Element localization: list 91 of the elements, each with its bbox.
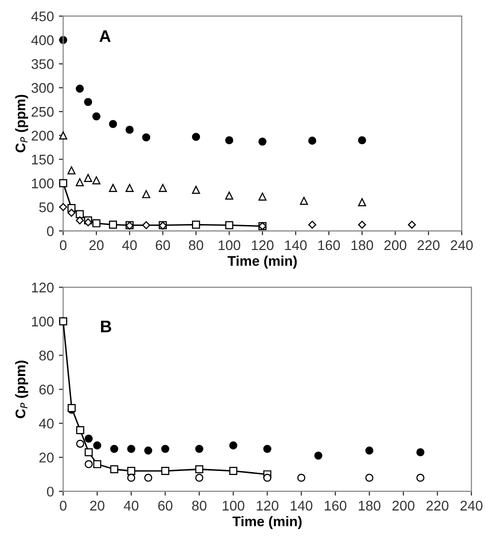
y-tick-label: 300: [32, 83, 54, 93]
y-tick-label: 60: [39, 384, 54, 394]
point: [126, 126, 134, 134]
y-tick-label: 200: [32, 130, 54, 141]
point: [84, 98, 92, 106]
point: [84, 434, 93, 443]
point: [92, 219, 100, 228]
x-tick-label: 120: [256, 500, 278, 511]
x-tick-label: 220: [418, 240, 440, 250]
point: [263, 444, 272, 453]
x-tick-label: 60: [158, 500, 172, 511]
point: [314, 452, 322, 460]
point: [229, 441, 238, 450]
point: [258, 192, 266, 201]
x-tick-label: 240: [460, 500, 482, 511]
x-tick-label: 0: [60, 500, 66, 511]
x-tick-label: 240: [450, 240, 473, 250]
point: [127, 444, 136, 453]
y-tick-label: 40: [39, 418, 54, 429]
x-tick-label: 40: [122, 240, 137, 250]
x-tick-label: 180: [358, 500, 380, 511]
y-tick-label: 0: [46, 486, 54, 497]
point: [76, 210, 84, 218]
x-tick-label: 120: [252, 240, 274, 250]
point: [93, 460, 102, 468]
y-tick-label: 400: [31, 35, 54, 46]
x-tick-label: 80: [192, 500, 206, 511]
point: [365, 446, 374, 455]
point: [144, 446, 152, 455]
y-tick-label: 450: [31, 11, 54, 22]
point: [225, 192, 234, 200]
point: [225, 221, 234, 230]
x-tick-label: 200: [392, 500, 414, 511]
x-tick-label: 180: [352, 240, 374, 250]
x-axis-title: Time (min): [232, 516, 302, 530]
point: [110, 444, 118, 453]
point: [108, 120, 118, 128]
x-tick-label: 0: [60, 240, 66, 250]
x-tick-label: 80: [188, 240, 204, 250]
point: [59, 131, 68, 140]
point: [225, 136, 234, 144]
x-axis-title: Time (min): [228, 256, 297, 269]
x-tick-label: 200: [384, 240, 406, 250]
y-tick-label: 50: [39, 202, 54, 212]
x-tick-label: 140: [290, 500, 312, 511]
x-tick-label: 160: [324, 500, 346, 511]
y-tick-label: 100: [32, 178, 54, 188]
point: [195, 465, 204, 474]
point: [229, 466, 238, 475]
x-tick-label: 140: [285, 240, 307, 250]
y-tick-label: 0: [46, 226, 54, 236]
point: [308, 136, 316, 145]
y-tick-label: 250: [32, 106, 54, 117]
x-tick-label: 100: [222, 500, 244, 511]
annotation: B: [101, 320, 112, 332]
annotation: A: [99, 30, 111, 42]
point: [161, 466, 170, 475]
y-axis-title: C$_{P}$ (ppm): [15, 94, 28, 152]
point: [142, 133, 150, 142]
y-tick-label: 120: [32, 282, 54, 292]
x-tick-label: 40: [124, 500, 138, 511]
point: [263, 474, 272, 482]
x-tick-label: 60: [156, 240, 170, 250]
point: [416, 448, 424, 456]
x-tick-label: 100: [218, 240, 240, 250]
y-tick-label: 150: [32, 154, 54, 164]
point: [195, 444, 204, 453]
point: [192, 132, 200, 141]
y-tick-label: 20: [39, 452, 54, 463]
x-tick-label: 160: [318, 240, 340, 250]
point: [59, 203, 68, 212]
y-tick-label: 100: [32, 316, 54, 326]
point: [76, 84, 84, 93]
x-tick-label: 220: [426, 500, 448, 511]
x-tick-label: 20: [89, 240, 104, 250]
point: [161, 444, 170, 453]
x-tick-label: 20: [90, 500, 104, 511]
point: [108, 220, 118, 229]
point: [127, 466, 136, 475]
y-axis-title: C$_{P}$ (ppm): [15, 360, 28, 418]
point: [59, 179, 68, 188]
point: [84, 448, 93, 456]
point: [192, 220, 200, 229]
point: [93, 441, 102, 450]
point: [92, 112, 100, 120]
point: [110, 465, 118, 474]
point: [258, 138, 266, 146]
y-tick-label: 80: [39, 350, 54, 360]
point: [108, 184, 118, 192]
y-tick-label: 350: [32, 59, 54, 70]
point: [358, 136, 366, 144]
